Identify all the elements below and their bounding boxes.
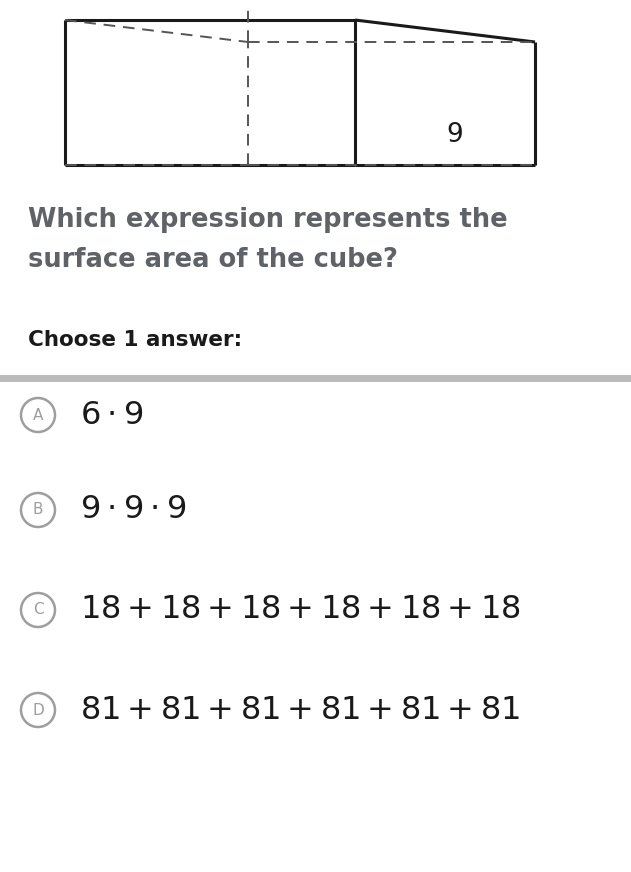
Text: D: D xyxy=(32,703,44,718)
Text: B: B xyxy=(33,502,44,517)
Text: $18 + 18 + 18 + 18 + 18 + 18$: $18 + 18 + 18 + 18 + 18 + 18$ xyxy=(80,595,521,625)
Text: C: C xyxy=(33,603,44,617)
Text: surface area of the cube?: surface area of the cube? xyxy=(28,247,398,273)
Text: Which expression represents the: Which expression represents the xyxy=(28,207,507,233)
Text: A: A xyxy=(33,407,43,423)
Text: $81 + 81 + 81 + 81 + 81 + 81$: $81 + 81 + 81 + 81 + 81 + 81$ xyxy=(80,694,520,726)
Text: 9: 9 xyxy=(447,122,463,148)
Text: $6 \cdot 9$: $6 \cdot 9$ xyxy=(80,399,143,431)
Text: $9 \cdot 9 \cdot 9$: $9 \cdot 9 \cdot 9$ xyxy=(80,494,186,526)
Text: Choose 1 answer:: Choose 1 answer: xyxy=(28,330,242,350)
